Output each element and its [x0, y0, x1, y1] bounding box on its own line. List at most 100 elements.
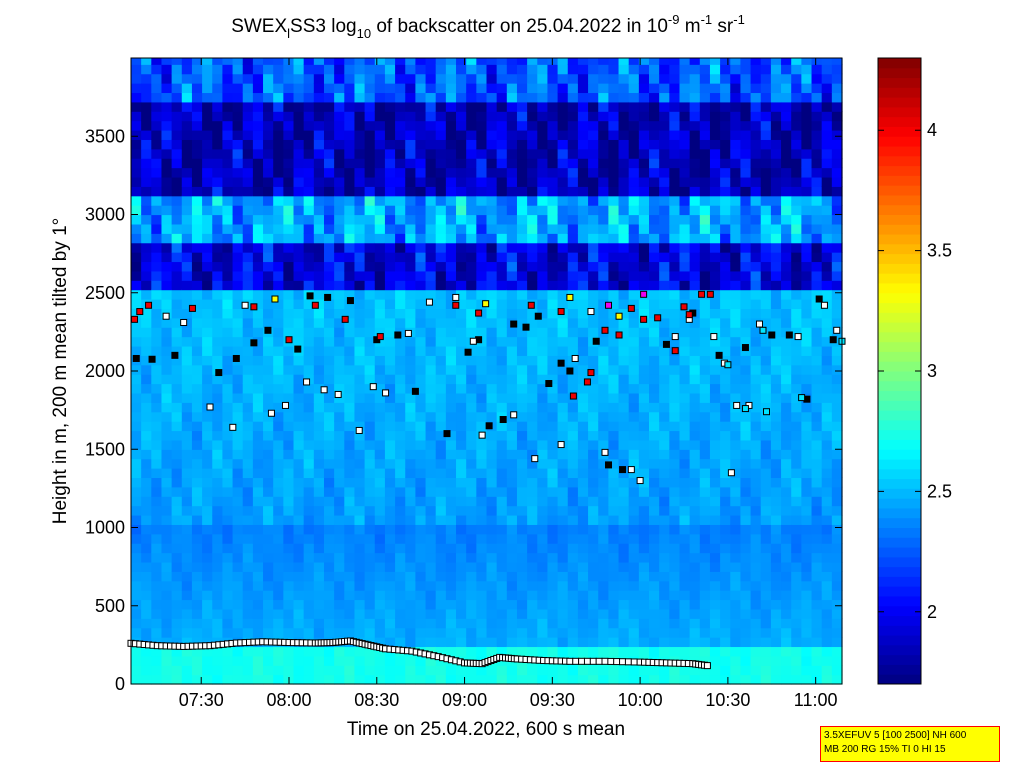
- heatmap-cell: [618, 345, 630, 356]
- heatmap-cell: [516, 468, 528, 479]
- heatmap-cell: [141, 552, 152, 563]
- heatmap-cell: [801, 289, 813, 300]
- heatmap-cell: [212, 468, 224, 479]
- heatmap-cell: [709, 571, 721, 582]
- heatmap-cell: [171, 665, 183, 676]
- heatmap-cell: [222, 608, 234, 619]
- heatmap-cell: [191, 242, 203, 253]
- heatmap-cell: [618, 167, 630, 178]
- heatmap-cell: [638, 261, 650, 272]
- layer-marker-red: [311, 301, 319, 309]
- heatmap-cell: [466, 477, 477, 488]
- heatmap-cell: [232, 195, 244, 206]
- heatmap-cell: [506, 430, 518, 441]
- heatmap-cell: [537, 411, 549, 422]
- heatmap-cell: [537, 561, 549, 572]
- heatmap-cell: [811, 195, 823, 206]
- heatmap-cell: [547, 186, 559, 197]
- heatmap-cell: [445, 392, 457, 403]
- heatmap-cell: [141, 355, 152, 366]
- heatmap-cell: [669, 129, 681, 140]
- heatmap-cell: [273, 655, 284, 666]
- heatmap-cell: [649, 637, 660, 648]
- heatmap-cell: [181, 289, 193, 300]
- heatmap-cell: [303, 543, 315, 554]
- heatmap-cell: [202, 327, 213, 338]
- heatmap-cell: [628, 392, 640, 403]
- heatmap-cell: [608, 552, 620, 563]
- heatmap-cell: [252, 186, 264, 197]
- heatmap-cell: [699, 458, 711, 469]
- heatmap-cell: [191, 120, 203, 131]
- heatmap-cell: [740, 308, 752, 319]
- heatmap-cell: [273, 83, 284, 94]
- heatmap-cell: [831, 261, 843, 272]
- heatmap-cell: [252, 674, 264, 685]
- heatmap-cell: [202, 468, 213, 479]
- heatmap-cell: [151, 618, 163, 629]
- heatmap-cell: [679, 486, 691, 497]
- heatmap-cell: [689, 214, 701, 225]
- heatmap-cell: [638, 280, 650, 291]
- heatmap-cell: [374, 92, 386, 103]
- heatmap-cell: [151, 58, 163, 65]
- heatmap-cell: [313, 308, 325, 319]
- heatmap-cell: [181, 430, 193, 441]
- heatmap-cell: [293, 148, 305, 159]
- heatmap-cell: [770, 252, 782, 263]
- heatmap-cell: [415, 674, 427, 685]
- heatmap-cell: [273, 411, 284, 422]
- heatmap-cell: [618, 205, 630, 216]
- heatmap-cell: [689, 64, 701, 75]
- heatmap-cell: [425, 449, 437, 460]
- heatmap-cell: [273, 167, 284, 178]
- heatmap-cell: [425, 252, 437, 263]
- heatmap-cell: [222, 599, 234, 610]
- heatmap-cell: [628, 214, 640, 225]
- heatmap-cell: [415, 111, 427, 122]
- heatmap-cell: [750, 64, 762, 75]
- heatmap-cell: [831, 524, 843, 535]
- heatmap-cell: [699, 599, 711, 610]
- heatmap-cell: [323, 299, 335, 309]
- heatmap-cell: [588, 317, 599, 328]
- heatmap-cell: [598, 139, 609, 150]
- heatmap-cell: [750, 552, 762, 563]
- heatmap-cell: [821, 505, 833, 516]
- heatmap-cell: [242, 392, 254, 403]
- heatmap-cell: [831, 580, 843, 591]
- layer-marker-black: [619, 466, 627, 474]
- heatmap-cell: [252, 345, 264, 356]
- heatmap-cell: [506, 571, 518, 582]
- heatmap-cell: [730, 308, 742, 319]
- heatmap-cell: [557, 195, 569, 206]
- heatmap-cell: [577, 665, 589, 676]
- heatmap-cell: [720, 411, 731, 422]
- heatmap-cell: [628, 571, 640, 582]
- heatmap-cell: [679, 449, 691, 460]
- heatmap-cell: [303, 561, 315, 572]
- heatmap-cell: [709, 665, 721, 676]
- heatmap-cell: [242, 280, 254, 291]
- heatmap-cell: [374, 176, 386, 187]
- heatmap-cell: [202, 317, 213, 328]
- heatmap-cell: [181, 308, 193, 319]
- heatmap-cell: [598, 270, 609, 281]
- heatmap-cell: [293, 561, 305, 572]
- layer-markers: [127, 290, 846, 670]
- heatmap-cell: [516, 627, 528, 638]
- heatmap-cell: [750, 205, 762, 216]
- heatmap-cell: [679, 374, 691, 385]
- heatmap-cell: [191, 374, 203, 385]
- heatmap-cell: [476, 364, 488, 375]
- heatmap-cell: [263, 468, 274, 479]
- heatmap-cell: [415, 223, 427, 234]
- heatmap-cell: [831, 280, 843, 291]
- heatmap-cell: [608, 270, 620, 281]
- heatmap-cell: [445, 439, 457, 450]
- heatmap-cell: [527, 637, 538, 648]
- heatmap-cell: [415, 449, 427, 460]
- heatmap-cell: [720, 599, 731, 610]
- heatmap-cell: [252, 533, 264, 544]
- heatmap-cell: [618, 261, 630, 272]
